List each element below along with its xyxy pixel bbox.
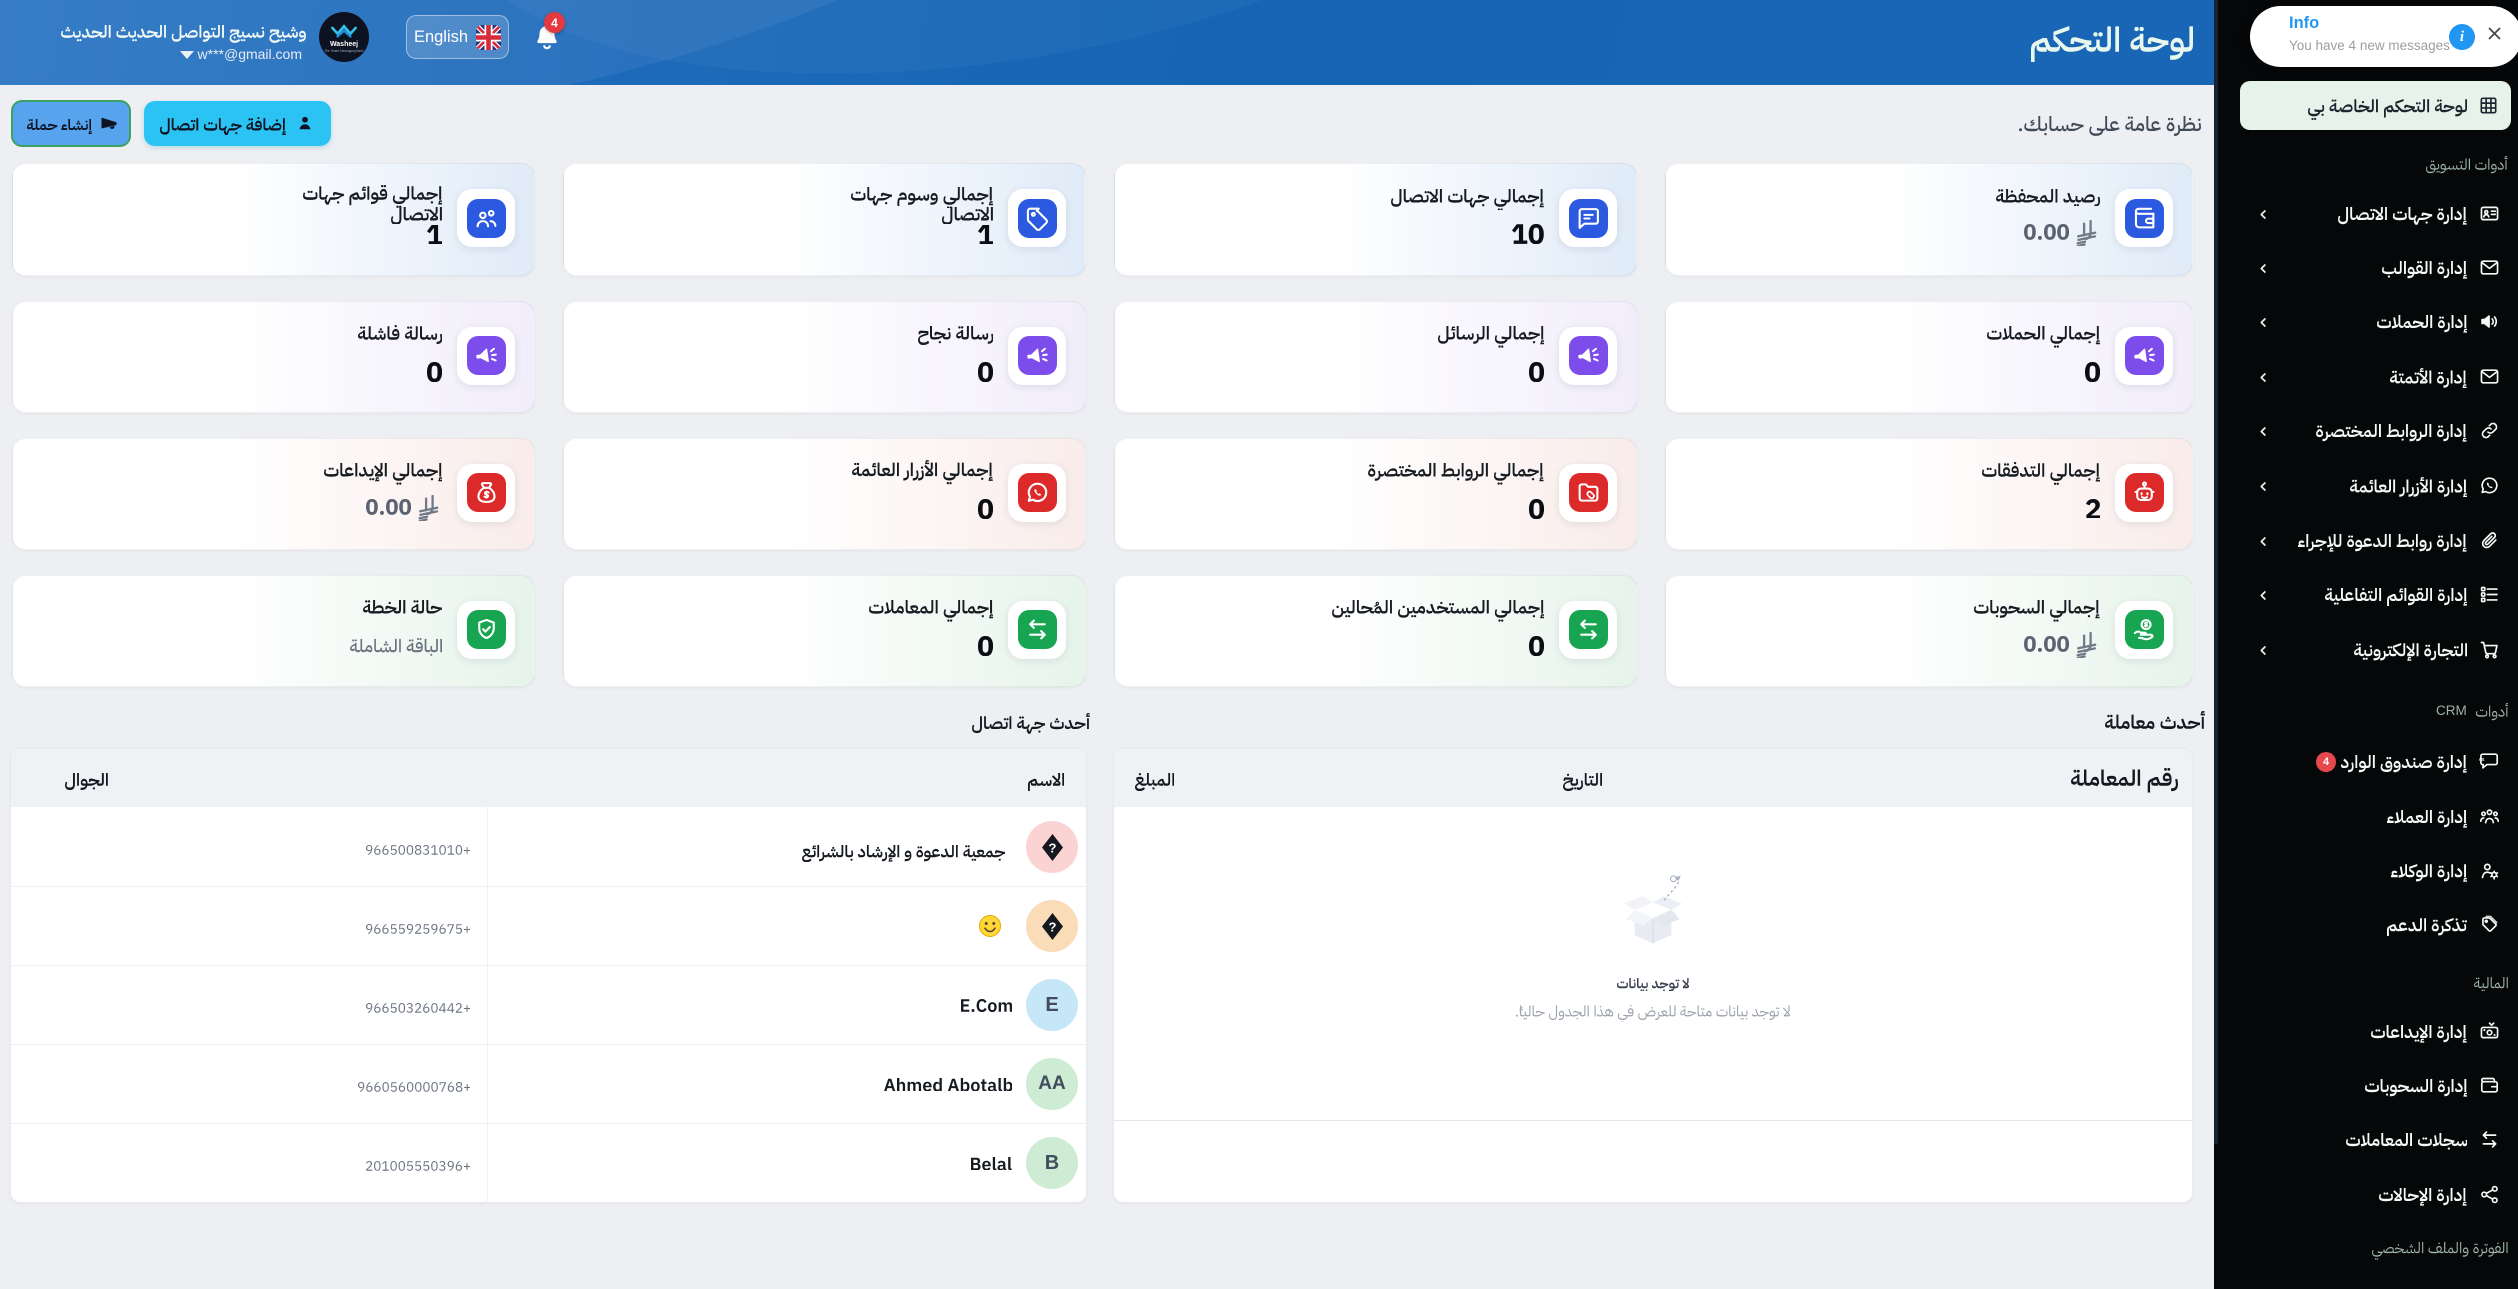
svg-text:SMS: SMS — [2479, 757, 2485, 763]
svg-text:?: ? — [1048, 840, 1056, 855]
svg-text:?: ? — [1048, 919, 1056, 934]
